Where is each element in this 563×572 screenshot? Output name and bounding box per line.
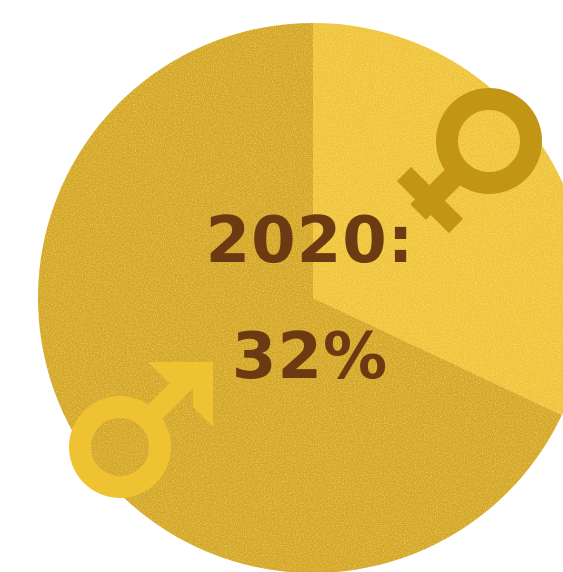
chart-title: 2020: — [206, 204, 415, 278]
female-symbol-icon — [396, 88, 542, 234]
value-label: 32% — [232, 320, 388, 394]
male-symbol-icon — [69, 361, 213, 498]
